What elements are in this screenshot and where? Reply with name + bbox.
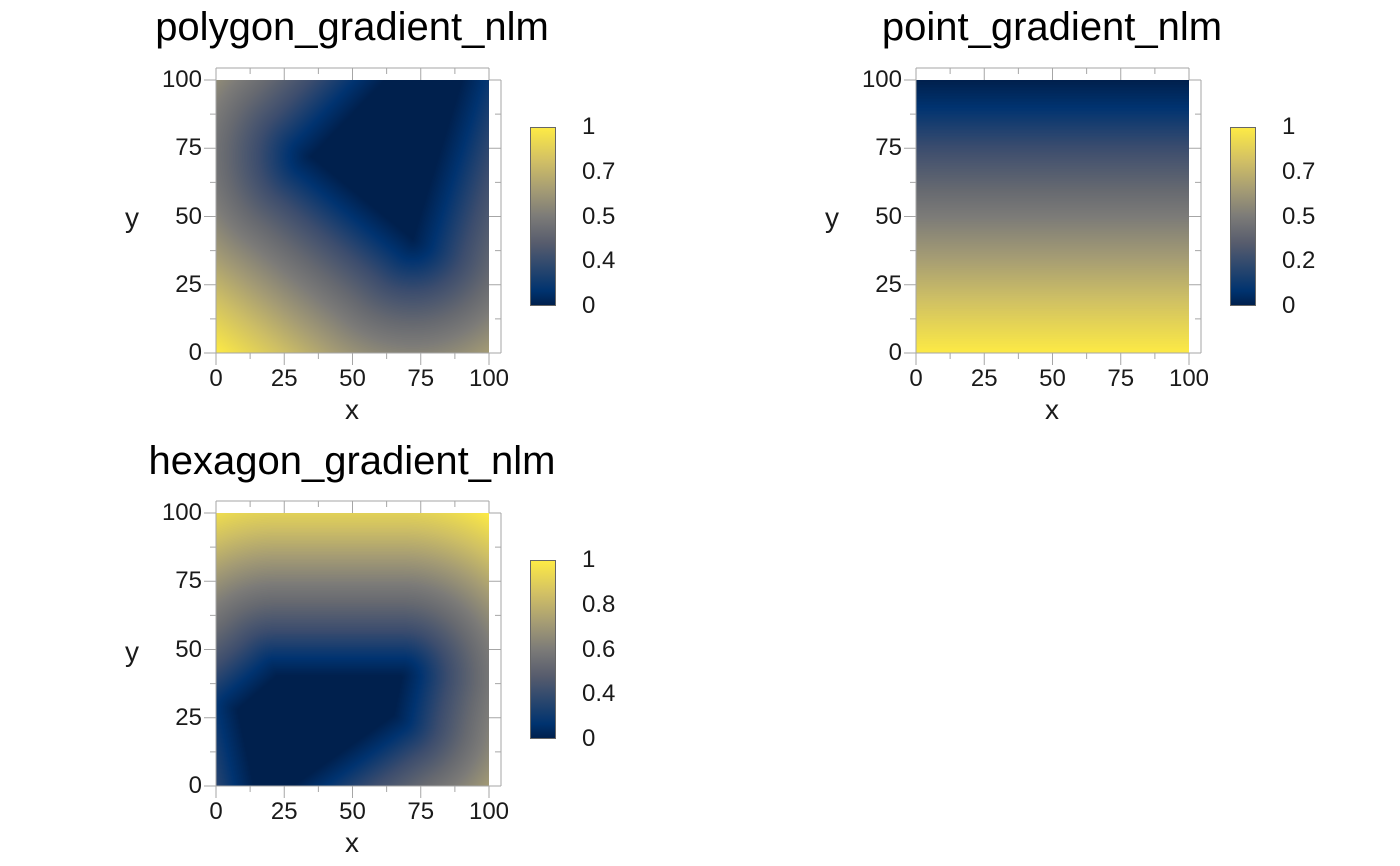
y-axis-label: y bbox=[125, 202, 139, 233]
x-tick-label: 50 bbox=[339, 798, 366, 825]
chart-title: hexagon_gradient_nlm bbox=[148, 439, 556, 483]
x-tick-label: 0 bbox=[909, 365, 923, 392]
y-tick-label: 50 bbox=[175, 635, 202, 663]
legend-tick-label: 0.6 bbox=[582, 635, 616, 663]
x-axis-label: x bbox=[345, 394, 359, 425]
x-tick-label: 0 bbox=[209, 365, 223, 392]
axis-frame bbox=[0, 0, 1, 1]
y-tick-label: 50 bbox=[875, 202, 902, 230]
colorbar bbox=[530, 560, 556, 739]
colorbar bbox=[1230, 127, 1256, 306]
x-tick-label: 100 bbox=[468, 365, 510, 392]
y-tick-label: 100 bbox=[861, 66, 902, 93]
legend-tick-label: 0.8 bbox=[582, 590, 616, 618]
x-axis-label: x bbox=[345, 827, 359, 858]
y-tick-label: 25 bbox=[175, 270, 202, 298]
legend-tick-label: 1 bbox=[1282, 113, 1296, 140]
x-tick-label: 75 bbox=[1107, 365, 1135, 392]
legend-tick-label: 0 bbox=[1282, 292, 1296, 319]
x-tick-label: 100 bbox=[1168, 365, 1210, 392]
legend-tick-label: 0 bbox=[582, 292, 596, 319]
chart-title: point_gradient_nlm bbox=[881, 5, 1223, 49]
x-tick-label: 25 bbox=[970, 365, 998, 392]
y-tick-label: 0 bbox=[188, 772, 202, 799]
y-tick-label: 0 bbox=[888, 339, 902, 366]
x-axis-label: x bbox=[1045, 394, 1059, 425]
x-tick-label: 0 bbox=[209, 798, 223, 825]
y-tick-label: 100 bbox=[161, 499, 202, 526]
legend-tick-label: 0.5 bbox=[1282, 202, 1316, 230]
y-axis-label: y bbox=[825, 202, 839, 233]
legend-tick-label: 1 bbox=[582, 113, 596, 140]
y-tick-label: 75 bbox=[175, 134, 202, 162]
x-tick-label: 75 bbox=[407, 798, 435, 825]
x-tick-label: 25 bbox=[270, 365, 298, 392]
legend-tick-label: 0.4 bbox=[582, 680, 616, 708]
legend-tick-label: 0.7 bbox=[582, 157, 616, 185]
heatmap-raster bbox=[216, 513, 489, 786]
y-tick-label: 50 bbox=[175, 202, 202, 230]
y-tick-label: 25 bbox=[175, 703, 202, 731]
chart-title: polygon_gradient_nlm bbox=[155, 5, 549, 49]
y-tick-label: 75 bbox=[875, 134, 902, 162]
legend-tick-label: 0.2 bbox=[1282, 247, 1316, 275]
y-tick-label: 75 bbox=[175, 567, 202, 595]
x-tick-label: 25 bbox=[270, 798, 298, 825]
y-tick-label: 0 bbox=[188, 339, 202, 366]
legend-tick-label: 0.5 bbox=[582, 202, 616, 230]
legend-tick-label: 1 bbox=[582, 546, 596, 573]
heatmap-raster bbox=[216, 80, 489, 353]
legend-tick-label: 0.7 bbox=[1282, 157, 1316, 185]
y-tick-label: 25 bbox=[875, 270, 902, 298]
x-tick-label: 100 bbox=[468, 798, 510, 825]
x-tick-label: 75 bbox=[407, 365, 435, 392]
heatmap-raster bbox=[916, 80, 1189, 353]
x-tick-label: 50 bbox=[1039, 365, 1066, 392]
legend-tick-label: 0 bbox=[582, 725, 596, 752]
x-tick-label: 50 bbox=[339, 365, 366, 392]
legend-tick-label: 0.4 bbox=[582, 247, 616, 275]
colorbar bbox=[530, 127, 556, 306]
y-axis-label: y bbox=[125, 636, 139, 667]
y-tick-label: 100 bbox=[161, 66, 202, 93]
